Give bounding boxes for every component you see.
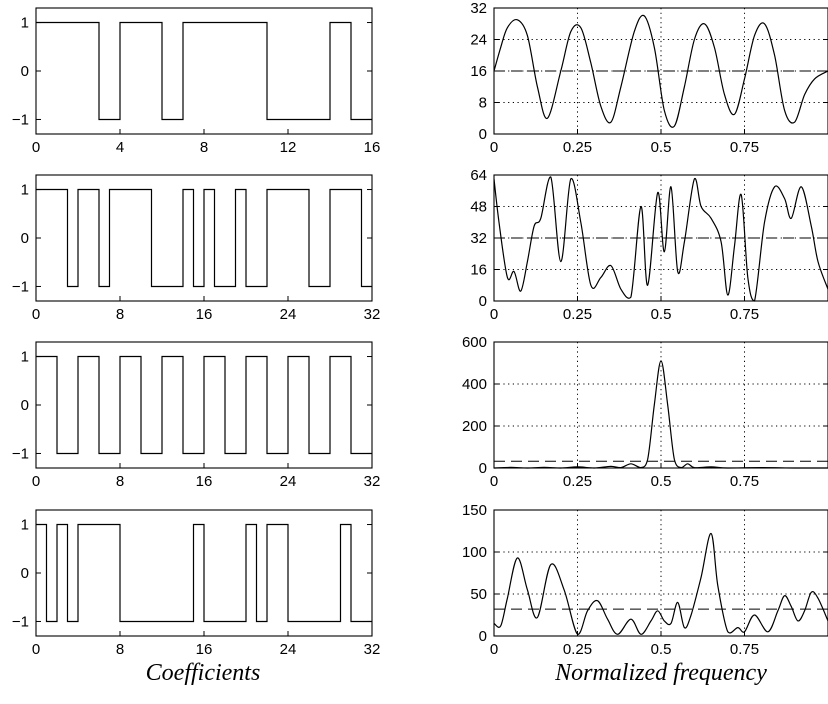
- x-tick-label: 24: [280, 641, 297, 658]
- coefficient-sequence-line: [36, 21, 372, 121]
- spectrum-plot-2: 0 0.25 0.5 0.75 0 16 32 48 64: [470, 167, 828, 323]
- x-tick-label: 0: [490, 306, 498, 323]
- x-tick-label: 0.5: [651, 473, 672, 490]
- x-tick-label: 0.5: [651, 306, 672, 323]
- y-tick-label: 0: [479, 460, 487, 477]
- spectrum-line: [494, 176, 828, 302]
- coefficient-plot-4: 0 8 16 24 32−101: [12, 509, 381, 658]
- y-tick-label: 0: [21, 63, 29, 80]
- x-tick-label: 32: [364, 306, 381, 323]
- y-tick-label: 200: [462, 418, 487, 435]
- y-tick-label: 50: [470, 586, 487, 603]
- x-tick-label: 8: [116, 306, 124, 323]
- y-tick-label: 16: [470, 63, 487, 80]
- x-tick-label: 0.75: [730, 641, 759, 658]
- y-tick-label: 1: [21, 182, 29, 199]
- y-tick-label: 0: [479, 293, 487, 310]
- x-tick-label: 24: [280, 306, 297, 323]
- y-tick-label: 600: [462, 334, 487, 351]
- x-tick-label: 0: [32, 473, 40, 490]
- y-tick-label: 32: [470, 230, 487, 247]
- axes-frame: [35, 7, 373, 135]
- y-tick-label: 1: [21, 15, 29, 32]
- spectrum-plot-1: 0 0.25 0.5 0.75 0 8 16 24 32: [470, 0, 828, 156]
- x-tick-label: 24: [280, 473, 297, 490]
- y-tick-label: −1: [12, 278, 29, 295]
- right-x-axis-label: Normalized frequency: [554, 660, 767, 686]
- y-tick-label: −1: [12, 111, 29, 128]
- spectrum-plot-3: 0 0.25 0.5 0.75 0 200 400 600: [462, 334, 828, 490]
- coefficient-sequence-line: [36, 523, 372, 623]
- x-tick-label: 12: [280, 139, 297, 156]
- y-tick-label: 0: [479, 126, 487, 143]
- x-tick-label: 0.5: [651, 641, 672, 658]
- x-tick-label: 16: [196, 641, 213, 658]
- x-tick-label: 0: [490, 139, 498, 156]
- y-tick-label: 1: [21, 349, 29, 366]
- x-tick-label: 0.25: [563, 641, 592, 658]
- y-tick-label: 64: [470, 167, 487, 184]
- spectrum-line: [494, 532, 828, 635]
- y-tick-label: 48: [470, 199, 487, 216]
- y-tick-label: 1: [21, 517, 29, 534]
- x-tick-label: 32: [364, 641, 381, 658]
- x-tick-label: 16: [364, 139, 381, 156]
- x-tick-label: 8: [200, 139, 208, 156]
- x-tick-label: 0: [32, 139, 40, 156]
- y-tick-label: 32: [470, 0, 487, 17]
- spectrum-plot-4: 0 0.25 0.5 0.75 0 50 100 150: [462, 502, 828, 658]
- coefficient-plot-3: 0 8 16 24 32−101: [12, 341, 381, 490]
- coefficient-plot-2: 0 8 16 24 32−101: [12, 174, 381, 323]
- x-tick-label: 16: [196, 306, 213, 323]
- y-tick-label: 0: [21, 230, 29, 247]
- x-tick-label: 0.25: [563, 473, 592, 490]
- coefficient-plot-1: 0 4 8 12 16−101: [12, 7, 381, 156]
- y-tick-label: 150: [462, 502, 487, 519]
- y-tick-label: −1: [12, 613, 29, 630]
- left-x-axis-label: Coefficients: [146, 660, 261, 686]
- y-tick-label: 24: [470, 32, 487, 49]
- x-tick-label: 0.75: [730, 306, 759, 323]
- x-tick-label: 0.25: [563, 139, 592, 156]
- y-tick-label: 100: [462, 544, 487, 561]
- x-tick-label: 0.75: [730, 473, 759, 490]
- x-tick-label: 32: [364, 473, 381, 490]
- x-tick-label: 0: [490, 473, 498, 490]
- spectrum-line: [494, 14, 828, 128]
- x-tick-label: 0.25: [563, 306, 592, 323]
- x-tick-label: 16: [196, 473, 213, 490]
- x-tick-label: 8: [116, 641, 124, 658]
- x-tick-label: 0: [32, 641, 40, 658]
- y-tick-label: −1: [12, 445, 29, 462]
- coefficient-sequence-line: [36, 355, 372, 455]
- y-tick-label: 16: [470, 262, 487, 279]
- y-tick-label: 0: [479, 628, 487, 645]
- spectrum-line: [494, 360, 828, 469]
- x-tick-label: 0.75: [730, 139, 759, 156]
- x-tick-label: 0: [32, 306, 40, 323]
- y-tick-label: 0: [21, 397, 29, 414]
- y-tick-label: 0: [21, 565, 29, 582]
- x-tick-label: 0: [490, 641, 498, 658]
- y-tick-label: 400: [462, 376, 487, 393]
- x-tick-label: 8: [116, 473, 124, 490]
- y-tick-label: 8: [479, 95, 487, 112]
- x-tick-label: 0.5: [651, 139, 672, 156]
- x-tick-label: 4: [116, 139, 124, 156]
- coefficient-sequence-line: [36, 188, 372, 288]
